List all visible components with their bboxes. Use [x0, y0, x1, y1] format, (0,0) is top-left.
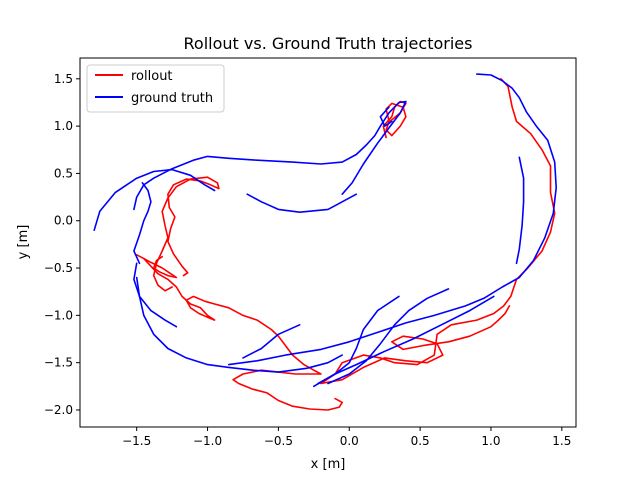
- ground-truth-line-segment-7: [133, 262, 178, 328]
- x-axis-label: x [m]: [311, 457, 346, 472]
- x-tick-label: −1.5: [122, 434, 151, 448]
- ground-truth-line-segment-2: [93, 168, 216, 231]
- x-tick-label: −0.5: [264, 434, 293, 448]
- y-tick-label: 0.0: [54, 214, 73, 228]
- y-tick-label: −1.0: [44, 308, 73, 322]
- ground-truth-line-segment-5: [246, 193, 358, 213]
- x-tick-label: 1.0: [481, 434, 500, 448]
- plot-area: [93, 73, 558, 411]
- y-tick-label: 0.5: [54, 166, 73, 180]
- rollout-line-segment-1: [135, 254, 344, 411]
- ground-truth-line-segment-12: [317, 295, 495, 385]
- x-tick-label: 1.5: [552, 434, 571, 448]
- y-tick-label: 1.5: [54, 72, 73, 86]
- x-tick-label: −1.0: [193, 434, 222, 448]
- ground-truth-line-segment-0: [228, 73, 558, 366]
- legend-ground-truth-label: ground truth: [131, 91, 213, 106]
- legend: rollout ground truth: [86, 64, 225, 113]
- y-tick-label: −2.0: [44, 403, 73, 417]
- legend-box: [86, 64, 225, 113]
- y-tick-label: −1.5: [44, 356, 73, 370]
- y-axis-label: y [m]: [16, 225, 31, 260]
- ground-truth-line-segment-9: [242, 323, 301, 359]
- axes-frame: [79, 57, 577, 428]
- rollout-line-segment-0: [320, 78, 556, 385]
- x-tick-label: 0.0: [340, 434, 359, 448]
- ground-truth-line-segment-4: [379, 106, 393, 127]
- ground-truth-line-segment-11: [327, 288, 450, 385]
- y-tick-label: −0.5: [44, 261, 73, 275]
- y-tick-label: 1.0: [54, 119, 73, 133]
- axis-ticks: −1.5 −1.0 −0.5 0.0 0.5 1.0 1.5 −2.0 −1.5 −1.0 −0.5…: [44, 72, 572, 448]
- ground-truth-line-segment-8: [135, 276, 344, 373]
- legend-rollout-label: rollout: [131, 69, 173, 84]
- ground-truth-line-segment-3: [133, 100, 407, 211]
- x-tick-label: 0.5: [411, 434, 430, 448]
- ground-truth-line-segment-6: [133, 182, 152, 265]
- chart-title: Rollout vs. Ground Truth trajectories: [184, 34, 473, 53]
- ground-truth-line-segment-1: [515, 156, 525, 265]
- rollout-line-segment-4: [382, 100, 407, 139]
- rollout-line-segment-3: [152, 176, 220, 292]
